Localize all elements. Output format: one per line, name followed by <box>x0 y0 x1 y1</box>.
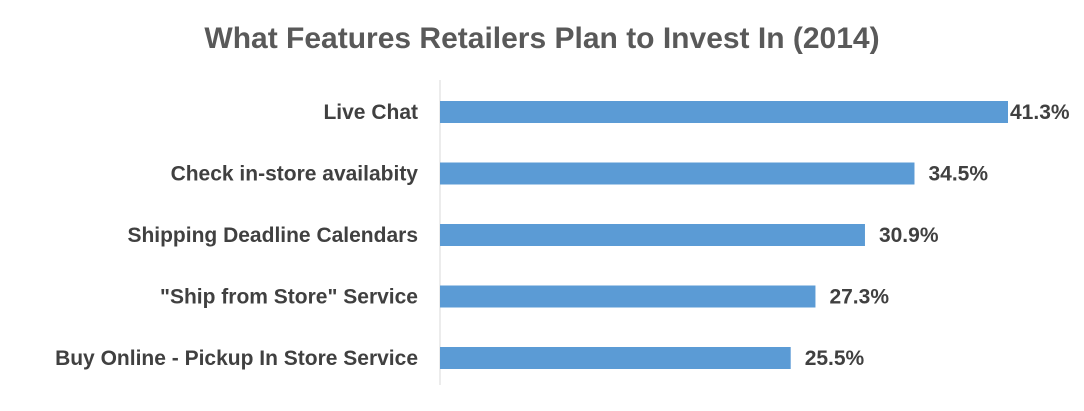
data-label: 27.3% <box>829 286 889 309</box>
bar <box>440 347 791 369</box>
data-label: 41.3% <box>1010 101 1070 124</box>
bar <box>440 162 915 185</box>
data-label: 25.5% <box>805 347 865 370</box>
category-label: Shipping Deadline Calendars <box>127 224 418 247</box>
category-label: "Ship from Store" Service <box>160 286 418 309</box>
data-label: 34.5% <box>928 163 988 186</box>
chart-title: What Features Retailers Plan to Invest I… <box>204 22 879 55</box>
bar <box>440 285 816 308</box>
bars-layer: Live Chat 41.3% Check in-store availabity 3… <box>55 101 1070 370</box>
bar <box>440 224 865 246</box>
data-label: 30.9% <box>879 224 939 247</box>
category-label: Check in-store availabity <box>171 163 419 186</box>
bar <box>440 101 1008 123</box>
category-label: Live Chat <box>323 101 418 124</box>
category-label: Buy Online - Pickup In Store Service <box>55 347 418 370</box>
